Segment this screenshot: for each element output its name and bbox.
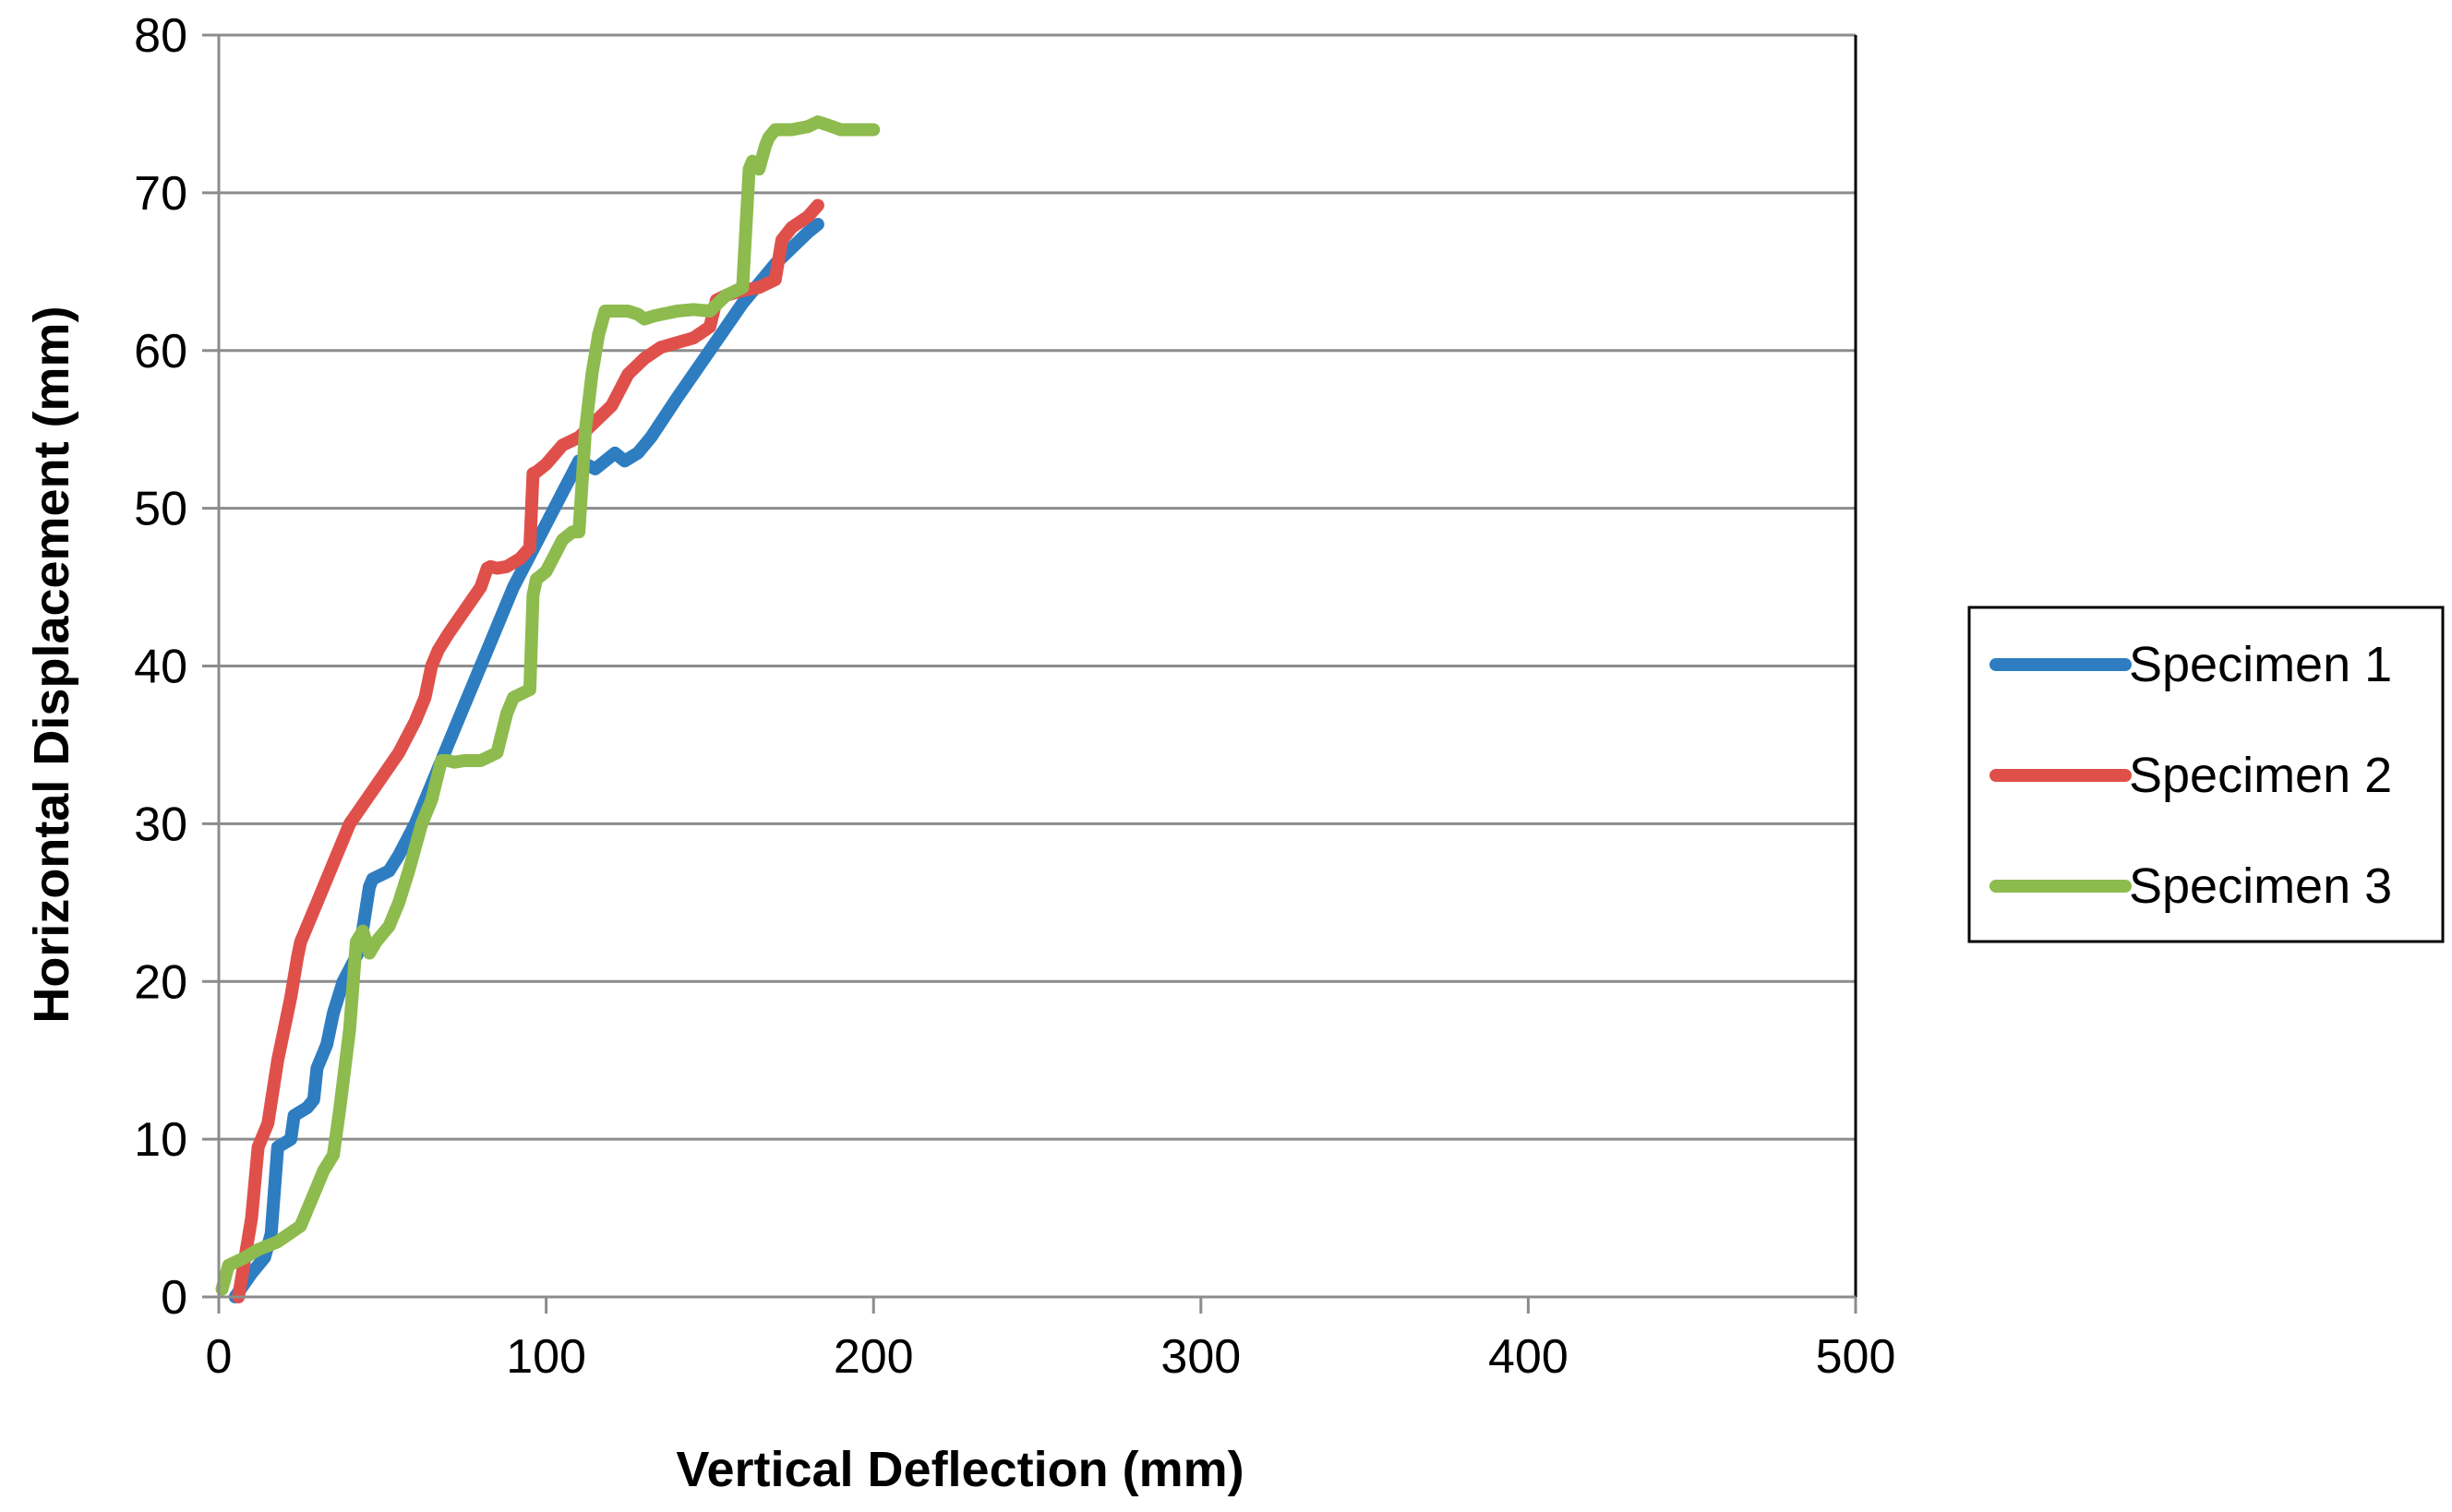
y-tick-label-70: 70 <box>134 167 187 221</box>
y-tick-label-50: 50 <box>134 483 187 536</box>
legend-label-specimen-3: Specimen 3 <box>2129 858 2392 914</box>
x-tick-label-200: 200 <box>834 1330 914 1384</box>
y-tick-label-40: 40 <box>134 641 187 694</box>
tick-labels: 0 10 20 30 40 50 60 70 80 0 100 200 300 400 500 <box>134 9 1895 1384</box>
legend-label-specimen-1: Specimen 1 <box>2129 637 2392 692</box>
x-tick-label-0: 0 <box>206 1330 233 1384</box>
x-tick-label-400: 400 <box>1488 1330 1569 1384</box>
legend-label-specimen-2: Specimen 2 <box>2129 748 2392 803</box>
y-axis-title: Horizontal Displacement (mm) <box>24 306 79 1023</box>
series-line-specimen-1 <box>228 218 824 1303</box>
x-axis-title: Vertical Deflection (mm) <box>676 1442 1244 1497</box>
y-tick-label-30: 30 <box>134 798 187 851</box>
x-tick-label-300: 300 <box>1160 1330 1241 1384</box>
x-tick-label-500: 500 <box>1816 1330 1896 1384</box>
y-tick-label-10: 10 <box>134 1113 187 1167</box>
x-tick-label-100: 100 <box>506 1330 586 1384</box>
gridlines <box>219 33 1856 1141</box>
series-line-specimen-3 <box>215 115 881 1296</box>
y-tick-label-80: 80 <box>134 9 187 63</box>
axes <box>202 33 1857 1314</box>
y-tick-label-60: 60 <box>134 325 187 378</box>
y-tick-label-0: 0 <box>161 1271 187 1325</box>
legend: Specimen 1 Specimen 2 Specimen 3 <box>1967 606 2445 943</box>
y-tick-label-20: 20 <box>134 955 187 1009</box>
series-lines <box>215 115 881 1303</box>
